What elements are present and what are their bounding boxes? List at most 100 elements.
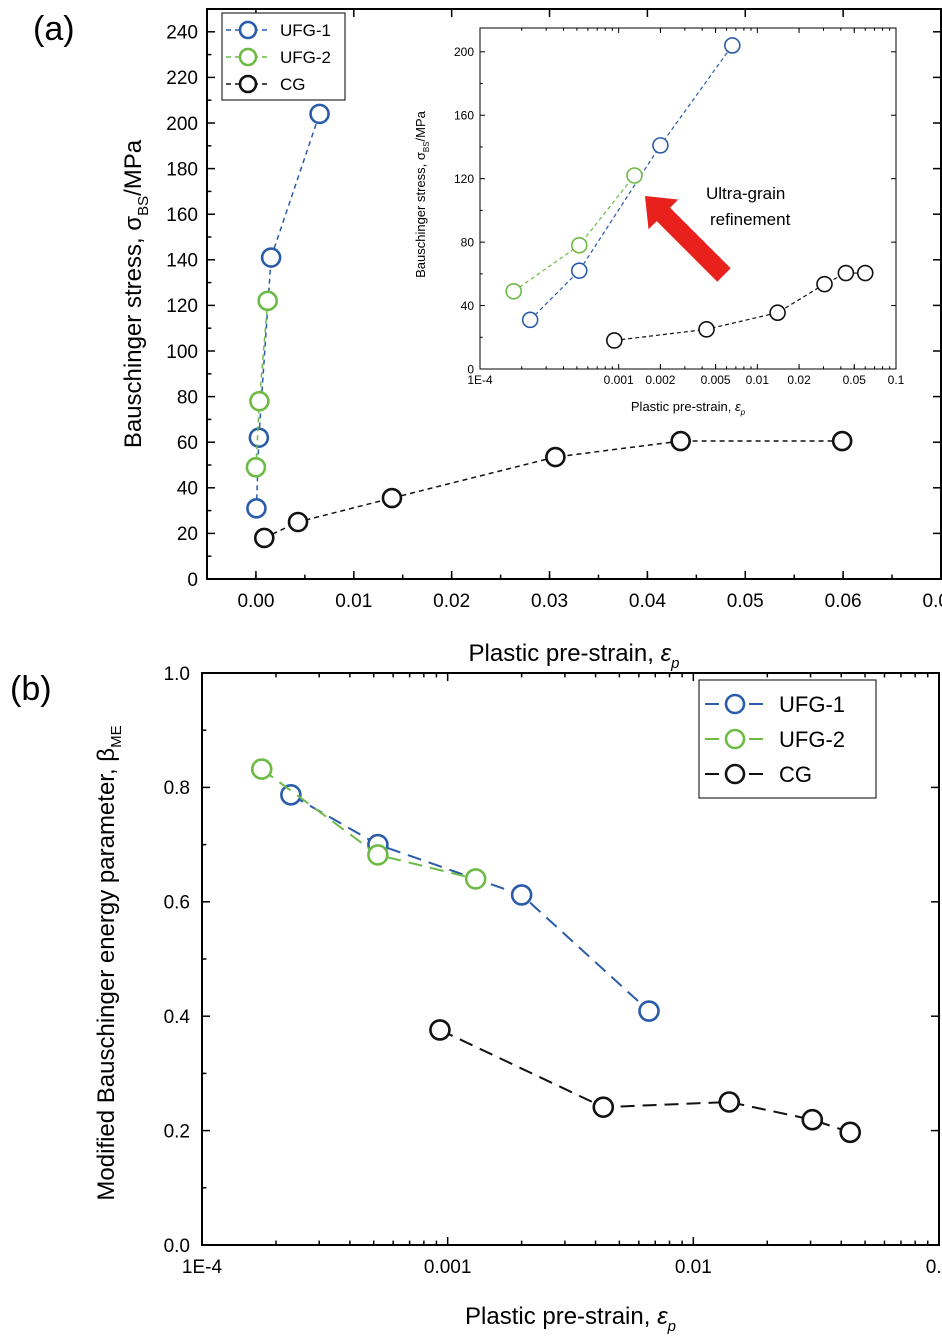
y-tick-label: 40 <box>461 299 475 313</box>
x-tick-label: 0.1 <box>888 373 905 387</box>
data-point-ufg-2 <box>367 844 389 866</box>
x-tick-label: 0.07 <box>923 591 942 612</box>
data-point-ufg-2 <box>257 290 278 312</box>
legend-marker-ufg-2 <box>724 728 746 750</box>
data-point-cg <box>718 1091 741 1113</box>
legend-label-ufg-2: UFG-2 <box>779 727 845 752</box>
data-point-cg <box>769 304 786 321</box>
data-point-ufg-2 <box>464 868 487 890</box>
x-tick-label: 1E-4 <box>467 373 493 387</box>
legend-marker-cg <box>238 74 258 94</box>
data-point-ufg-2 <box>570 236 588 254</box>
data-point-ufg-2 <box>245 456 267 478</box>
x-tick-label: 0.001 <box>424 1257 472 1278</box>
y-tick-label: 120 <box>454 172 474 186</box>
data-point-ufg-2 <box>505 282 523 300</box>
legend-label-ufg-2: UFG-2 <box>280 48 331 67</box>
y-tick-label: 120 <box>166 296 198 317</box>
data-point-ufg-1 <box>309 103 330 125</box>
y-tick-label: 0.6 <box>164 893 190 914</box>
series-line-ufg-1 <box>529 45 733 321</box>
chart-a-inset: 1E-4 0.001 0.002 0.005 0.01 0.02 0.05 0.1 0 40 80 1… <box>413 27 905 417</box>
x-axis-label: Plastic pre-strain, εp <box>465 1303 676 1335</box>
data-point-cg <box>698 321 715 338</box>
data-point-cg <box>831 430 853 452</box>
legend-marker-ufg-1 <box>724 693 746 715</box>
data-point-ufg-2 <box>626 167 643 184</box>
data-point-cg <box>253 527 275 549</box>
y-tick-label: 240 <box>166 23 198 44</box>
data-point-ufg-1 <box>246 498 267 519</box>
series-line-ufg-1 <box>290 793 650 1012</box>
panel-label-a: (a) <box>33 10 75 48</box>
annotation-line1: Ultra-grain <box>706 184 785 203</box>
data-point-cg <box>839 1121 861 1144</box>
legend-label-cg: CG <box>779 762 812 787</box>
x-tick-label: 0.03 <box>531 591 568 612</box>
legend-marker-cg <box>724 763 746 785</box>
y-tick-label: 80 <box>461 235 475 249</box>
series-line-cg <box>439 1029 851 1134</box>
y-tick-label: 0.4 <box>164 1007 191 1028</box>
x-tick-label: 0.02 <box>433 591 470 612</box>
y-tick-label: 0.8 <box>164 778 190 799</box>
x-tick-label: 0.05 <box>843 373 867 387</box>
legend-label-cg: CG <box>280 75 306 94</box>
data-point-ufg-1 <box>510 884 533 906</box>
data-point-cg <box>816 275 833 293</box>
plot-frame <box>479 27 897 370</box>
data-point-cg <box>429 1019 451 1041</box>
x-axis-label: Plastic pre-strain, εp <box>469 640 680 672</box>
legend-label-ufg-1: UFG-1 <box>779 692 845 717</box>
x-tick-label: 0.01 <box>675 1257 712 1278</box>
y-tick-label: 0 <box>467 362 474 376</box>
data-point-cg <box>287 511 309 533</box>
x-axis-label: Plastic pre-strain, εp <box>631 399 746 417</box>
data-point-ufg-1 <box>724 37 741 54</box>
data-point-ufg-1 <box>280 784 302 806</box>
y-tick-label: 40 <box>177 479 198 500</box>
data-point-ufg-1 <box>248 427 270 448</box>
y-tick-label: 160 <box>454 109 474 123</box>
y-tick-label: 200 <box>454 45 474 59</box>
series-line-ufg-1 <box>255 113 321 509</box>
y-tick-label: 220 <box>166 68 198 89</box>
x-tick-label: 0.00 <box>237 591 274 612</box>
y-axis-label: Modified Bauschinger energy parameter, β… <box>93 725 125 1200</box>
data-point-cg <box>837 264 855 282</box>
y-tick-label: 0.2 <box>164 1121 190 1142</box>
x-tick-label: 0.06 <box>825 591 862 612</box>
data-point-ufg-2 <box>249 390 270 412</box>
chart-b: 1E-4 0.001 0.01 0.1 0.0 0.2 0.4 0.6 0.8 1.0 Plasti… <box>93 664 942 1335</box>
data-point-ufg-1 <box>652 137 669 154</box>
data-point-ufg-1 <box>570 262 588 279</box>
plot-frame <box>206 8 942 580</box>
y-tick-label: 160 <box>166 205 198 226</box>
y-axis-label: Bauschinger stress, σBS/MPa <box>120 139 152 448</box>
data-point-ufg-1 <box>638 1000 660 1022</box>
x-tick-label: 0.002 <box>645 373 675 387</box>
data-point-cg <box>670 430 691 452</box>
chart-a-main: 0.00 0.01 0.02 0.03 0.04 0.05 0.06 0.07 0 20 40 60 8… <box>120 8 942 672</box>
y-tick-label: 100 <box>166 342 198 363</box>
legend-label-ufg-1: UFG-1 <box>280 21 331 40</box>
x-tick-label: 0.1 <box>926 1257 942 1278</box>
data-point-cg <box>605 332 623 349</box>
legend-marker-ufg-1 <box>238 20 258 40</box>
data-point-ufg-1 <box>521 311 539 329</box>
x-tick-label: 0.01 <box>746 373 770 387</box>
data-point-ufg-2 <box>250 758 273 780</box>
data-point-cg <box>856 264 874 282</box>
y-tick-label: 80 <box>177 387 198 408</box>
y-tick-label: 1.0 <box>164 664 190 685</box>
data-point-cg <box>801 1108 824 1131</box>
x-tick-label: 0.04 <box>629 591 666 612</box>
panel-label-b: (b) <box>10 670 52 708</box>
y-tick-label: 180 <box>166 159 198 180</box>
data-point-ufg-1 <box>260 247 282 268</box>
data-point-cg <box>592 1096 615 1118</box>
y-tick-label: 200 <box>166 114 198 135</box>
annotation-line2: refinement <box>710 210 791 229</box>
legend-marker-ufg-2 <box>238 47 258 67</box>
